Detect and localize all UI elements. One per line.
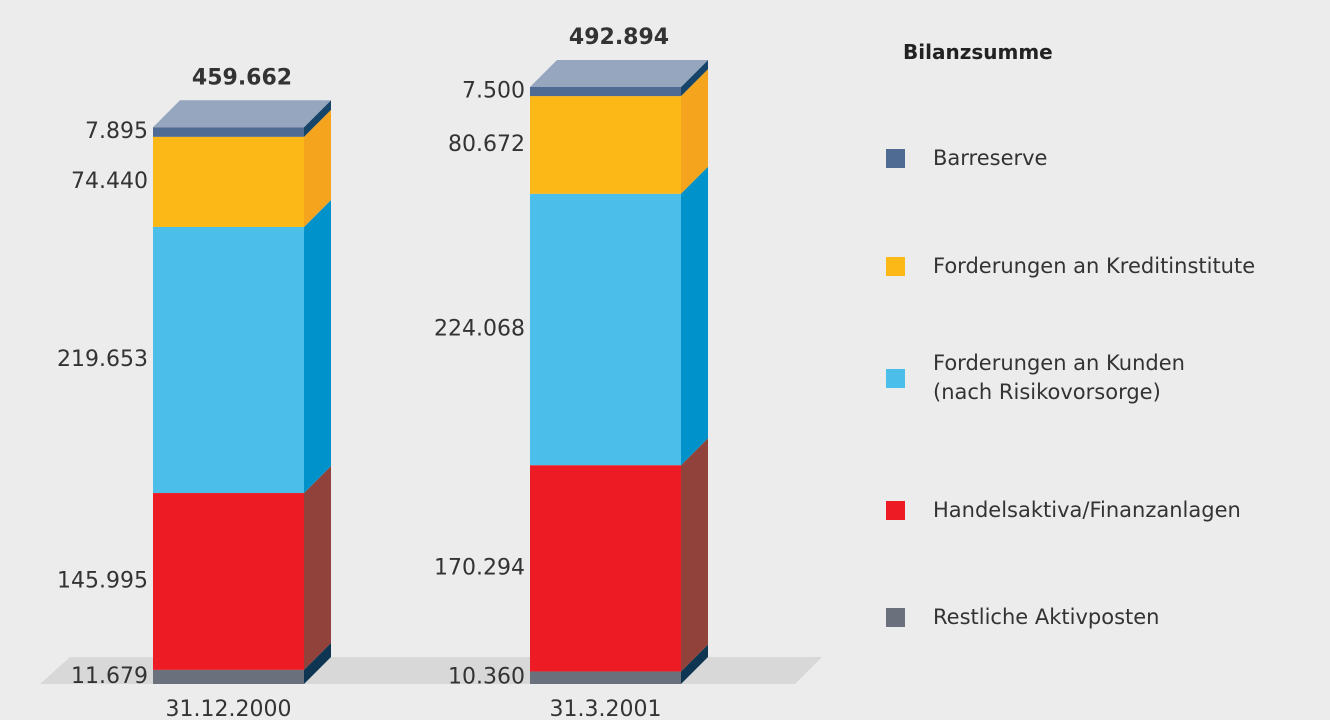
bar-segment-side — [681, 69, 708, 194]
bar-segment-side — [681, 60, 708, 97]
x-tick-label: 31.3.2001 — [550, 697, 662, 720]
bar-segment — [530, 671, 681, 684]
bar-segment-side — [681, 644, 708, 684]
total-label: 459.662 — [192, 65, 292, 90]
legend-swatch — [886, 257, 905, 276]
legend-item: Barreserve — [886, 144, 1047, 173]
value-label: 11.679 — [71, 664, 148, 689]
bar-segment-side — [304, 466, 331, 670]
total-label: 492.894 — [569, 25, 669, 50]
bar-segment — [153, 493, 304, 670]
bar-segment — [530, 465, 681, 672]
value-label: 74.440 — [71, 169, 148, 194]
bar-segment-side — [304, 100, 331, 137]
legend-item: Handelsaktiva/Finanzanlagen — [886, 496, 1241, 525]
bar-segment — [153, 226, 304, 494]
legend-label: Handelsaktiva/Finanzanlagen — [933, 498, 1241, 522]
value-label: 7.895 — [85, 119, 148, 144]
legend: Bilanzsumme Barreserve Forderungen an Kre… — [886, 0, 1326, 720]
bar-segment — [153, 669, 304, 684]
bar-segment — [153, 136, 304, 227]
legend-item: Forderungen an Kreditinstitute — [886, 252, 1255, 281]
legend-swatch — [886, 501, 905, 520]
bar-segment-side — [304, 642, 331, 684]
value-label: 7.500 — [462, 79, 525, 104]
value-label: 170.294 — [434, 555, 525, 580]
value-label: 80.672 — [448, 132, 525, 157]
bar-segment — [530, 96, 681, 194]
legend-title: Bilanzsumme — [903, 40, 1053, 64]
legend-label: Barreserve — [933, 146, 1048, 170]
bar-segment-side — [304, 109, 331, 227]
bar-segment-side — [681, 166, 708, 466]
value-label: 10.360 — [448, 665, 525, 690]
legend-swatch — [886, 608, 905, 627]
legend-swatch — [886, 149, 905, 168]
legend-label: Restliche Aktivposten — [933, 605, 1160, 629]
bar-segment-side — [304, 199, 331, 494]
bar-top — [530, 60, 708, 87]
legend-item: Forderungen an Kunden (nach Risikovorsor… — [886, 349, 1185, 407]
bar-segment — [153, 127, 304, 137]
legend-swatch — [886, 368, 905, 388]
legend-label: Forderungen an Kunden (nach Risikovorsor… — [933, 351, 1185, 404]
value-label: 145.995 — [57, 568, 148, 593]
bar-segment — [530, 87, 681, 97]
bar-segment-side — [681, 438, 708, 672]
bar-segment — [530, 193, 681, 466]
bar-top — [153, 100, 331, 128]
x-tick-label: 31.12.2000 — [166, 697, 292, 720]
value-label: 219.653 — [57, 347, 148, 372]
legend-item: Restliche Aktivposten — [886, 603, 1159, 632]
value-label: 224.068 — [434, 316, 525, 341]
legend-label: Forderungen an Kreditinstitute — [933, 254, 1256, 278]
